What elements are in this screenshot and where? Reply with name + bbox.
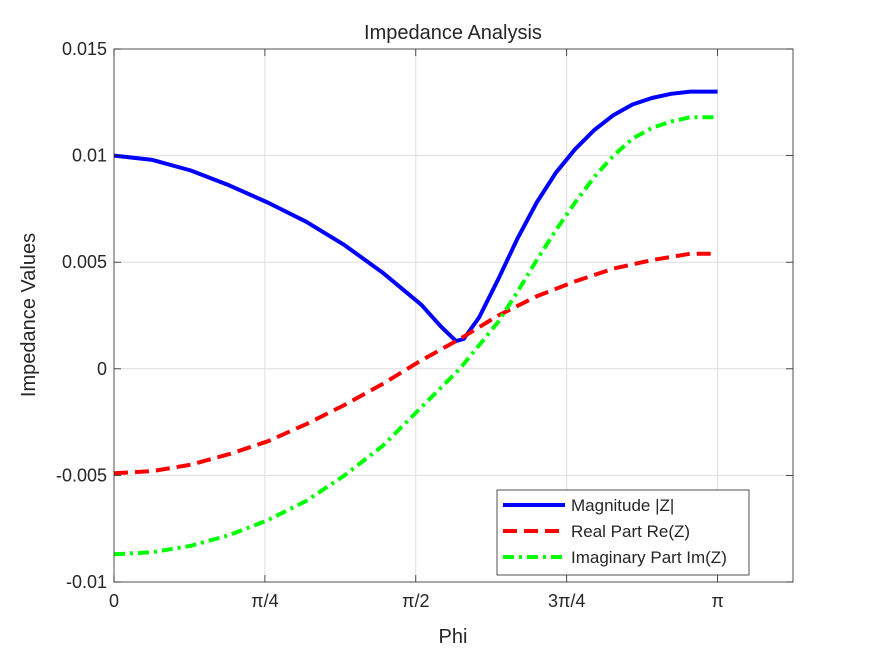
y-tick-label: 0.01 [72,146,107,166]
x-tick-label: π/2 [402,591,429,611]
y-tick-label: 0.005 [62,252,107,272]
x-tick-label: 0 [109,591,119,611]
x-tick-label: π [711,591,723,611]
y-tick-label: -0.005 [56,465,107,485]
y-tick-label: 0 [97,359,107,379]
series-layer [113,89,718,557]
series-line [113,251,718,476]
legend: Magnitude |Z| Real Part Re(Z) Imaginary Pa… [496,489,750,576]
y-tick-label: 0.015 [62,39,107,59]
y-axis-label: Impedance Values [18,233,40,397]
legend-label: Magnitude |Z| [571,496,674,515]
ticks-layer: 0 π/4 π/2 3π/4 π -0.01 -0.005 0 0.005 0.01 0.015 [56,39,793,611]
y-tick-label: -0.01 [66,572,107,592]
x-tick-label: 3π/4 [548,591,585,611]
chart-title: Impedance Analysis [364,22,542,44]
series-line [113,115,718,557]
series-line [113,89,718,344]
legend-label: Imaginary Part Im(Z) [571,548,727,567]
axes-box [113,48,794,583]
legend-label: Real Part Re(Z) [571,522,690,541]
x-axis-label: Phi [439,626,468,648]
x-tick-label: π/4 [251,591,278,611]
